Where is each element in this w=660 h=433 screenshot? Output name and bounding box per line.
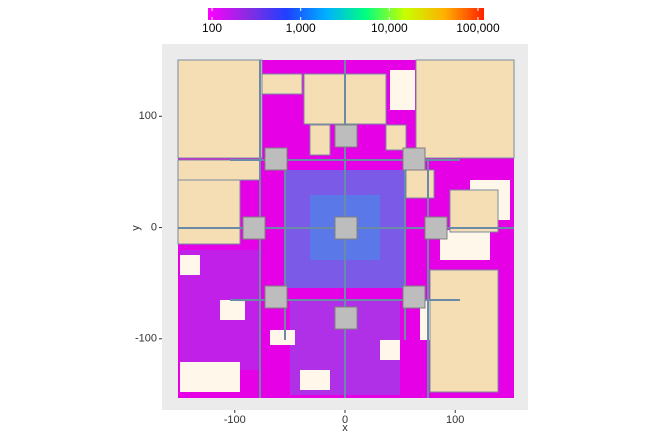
structure	[242, 216, 266, 240]
structure	[402, 285, 426, 309]
legend: 100 1,000 10,000 100,000	[202, 8, 500, 35]
map	[177, 59, 515, 398]
structure	[334, 124, 358, 148]
building	[415, 59, 515, 159]
colorbar-tick-label: 1,000	[286, 21, 316, 35]
structure	[264, 285, 288, 309]
building	[429, 269, 499, 393]
x-axis-title: x	[342, 422, 348, 433]
building	[177, 179, 241, 245]
structure	[264, 147, 288, 171]
colorbar	[208, 8, 484, 20]
open-lot	[220, 300, 245, 320]
building	[385, 124, 407, 151]
open-lot	[390, 70, 415, 110]
building	[177, 159, 261, 181]
colorbar-tick-label: 10,000	[371, 21, 408, 35]
structure	[334, 306, 358, 330]
building	[261, 73, 303, 95]
y-tick-label: 100	[139, 110, 157, 122]
y-tick-label: 0	[151, 221, 157, 233]
x-tick-label: -100	[224, 414, 246, 426]
open-lot	[270, 330, 295, 345]
open-lot	[300, 370, 330, 390]
building	[177, 59, 263, 159]
colorbar-tick-label: 100	[202, 21, 222, 35]
open-lot	[180, 255, 200, 275]
open-lot	[180, 362, 240, 392]
y-axis-title: y	[130, 225, 142, 231]
x-tick-label: 0	[342, 414, 348, 426]
building	[449, 189, 499, 233]
structure	[334, 216, 358, 240]
building	[405, 169, 435, 199]
structure	[424, 216, 448, 240]
open-lot	[420, 300, 430, 340]
open-lot	[440, 230, 490, 260]
open-lot	[380, 340, 400, 360]
building	[309, 124, 331, 156]
colorbar-tick-label: 100,000	[456, 21, 500, 35]
y-tick-label: -100	[135, 333, 157, 345]
structure	[402, 147, 426, 171]
x-tick-label: 100	[446, 414, 464, 426]
